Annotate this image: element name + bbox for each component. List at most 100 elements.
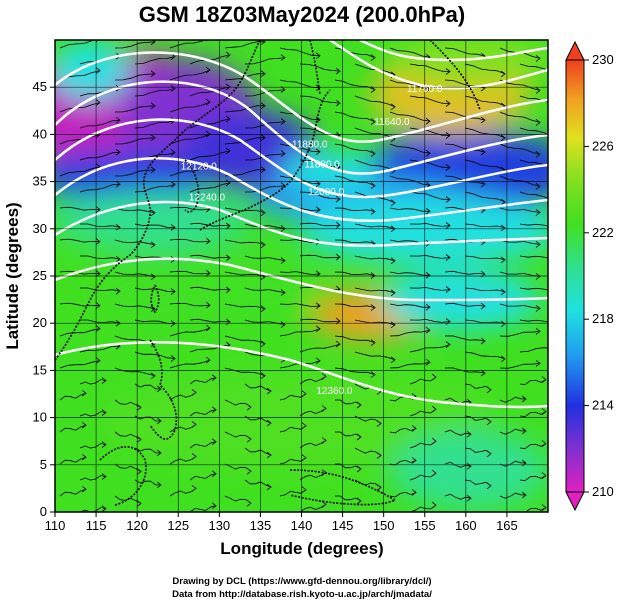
contour-line xyxy=(55,51,548,143)
streamline xyxy=(224,137,266,145)
streamline xyxy=(59,302,101,307)
streamline-arrow xyxy=(541,472,547,479)
streamline-arrow xyxy=(335,253,341,261)
streamline-arrow xyxy=(211,406,217,414)
streamline xyxy=(335,463,362,470)
streamline-arrow xyxy=(95,99,101,106)
streamline xyxy=(334,239,376,244)
streamline-arrow xyxy=(81,453,87,461)
colorbar-bottom-arrow xyxy=(565,491,585,512)
streamline-arrow xyxy=(225,147,231,155)
streamline xyxy=(189,409,217,417)
streamline xyxy=(224,105,266,113)
streamline-arrow xyxy=(376,420,382,427)
streamline-arrow xyxy=(445,68,451,75)
streamline-arrow xyxy=(500,355,506,363)
streamline xyxy=(134,120,176,129)
streamline-arrow xyxy=(466,430,472,438)
streamline xyxy=(80,287,121,292)
streamline-arrow xyxy=(136,468,142,475)
streamline-arrow xyxy=(225,222,231,230)
streamline-arrow xyxy=(445,164,451,171)
contour-label: 11880.0 xyxy=(304,159,340,170)
streamline-arrow xyxy=(115,148,121,156)
streamline-arrow xyxy=(445,100,451,107)
streamline xyxy=(169,456,197,465)
streamline xyxy=(464,415,492,423)
streamline xyxy=(464,351,506,360)
streamline-arrow xyxy=(150,70,156,78)
streamline-arrow xyxy=(101,505,107,512)
streamline xyxy=(464,287,506,293)
streamline xyxy=(59,166,101,177)
streamline xyxy=(389,491,417,498)
colorbar-tick-label: 214 xyxy=(592,398,614,413)
streamline xyxy=(134,351,176,359)
streamline xyxy=(244,287,286,293)
streamline-arrow xyxy=(156,481,162,489)
streamline-arrow xyxy=(425,207,431,215)
streamline xyxy=(409,255,451,259)
streamline xyxy=(189,505,217,512)
streamline-arrow xyxy=(486,450,492,458)
x-tick-label: 165 xyxy=(496,518,518,533)
streamline-arrow xyxy=(500,134,506,142)
streamline xyxy=(519,127,548,135)
streamline-arrow xyxy=(95,206,101,213)
chart-title: GSM 18Z03May2024 (200.0hPa) xyxy=(139,2,466,27)
streamline xyxy=(169,327,211,337)
streamline xyxy=(59,488,87,497)
streamline xyxy=(80,255,121,260)
streamline xyxy=(79,379,107,385)
streamline xyxy=(444,429,472,436)
streamline xyxy=(244,447,272,456)
streamline xyxy=(134,447,162,454)
streamline-arrow xyxy=(101,377,107,384)
streamline-arrow xyxy=(260,40,266,46)
streamline-arrow xyxy=(445,254,451,261)
streamline xyxy=(189,377,217,385)
streamline-arrow xyxy=(321,501,327,508)
streamline-arrow xyxy=(521,395,527,403)
streamline-arrow xyxy=(556,70,560,76)
streamline-arrow xyxy=(205,356,211,364)
streamline xyxy=(169,392,197,401)
x-tick-label: 145 xyxy=(332,518,354,533)
streamline xyxy=(279,111,321,121)
streamline xyxy=(334,207,376,212)
x-tick-label: 115 xyxy=(86,518,107,533)
streamline-arrow xyxy=(225,254,231,262)
streamline xyxy=(134,184,176,193)
streamline-arrow xyxy=(445,196,451,203)
y-tick-label: 35 xyxy=(33,174,47,189)
streamline xyxy=(389,427,417,434)
streamline-arrow xyxy=(335,340,341,348)
streamline-arrow xyxy=(95,302,101,309)
streamline-arrow xyxy=(466,462,472,470)
streamline xyxy=(409,408,437,417)
contour-line xyxy=(55,257,548,302)
streamline-arrow xyxy=(315,148,321,156)
streamline-arrow xyxy=(115,287,121,295)
streamline-arrow xyxy=(280,257,286,264)
streamline-arrow xyxy=(370,272,376,279)
credit-drawing: Drawing by DCL (https://www.gfd-dennou.o… xyxy=(172,576,431,587)
streamline-arrow xyxy=(191,421,197,428)
streamline-arrow xyxy=(280,289,286,296)
streamline-arrow xyxy=(115,223,121,231)
streamline-arrow xyxy=(425,358,431,366)
streamline xyxy=(114,41,156,49)
streamline-arrow xyxy=(157,514,161,520)
streamline-arrow xyxy=(535,241,541,248)
streamline-arrow xyxy=(260,134,266,142)
streamline-arrow xyxy=(335,221,341,229)
streamline-arrow xyxy=(260,305,266,313)
streamline xyxy=(224,335,266,345)
streamline xyxy=(354,415,382,424)
streamline-arrow xyxy=(191,389,197,396)
y-tick-label: 5 xyxy=(40,457,47,472)
streamline xyxy=(519,443,547,449)
streamline xyxy=(464,127,506,139)
streamline-arrow xyxy=(556,343,560,349)
y-tick-label: 30 xyxy=(33,221,47,236)
